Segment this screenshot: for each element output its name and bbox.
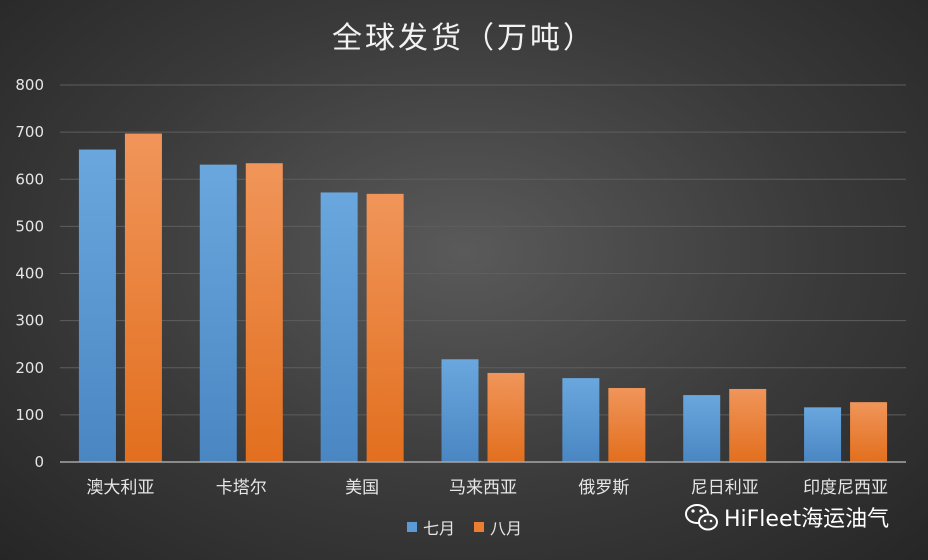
x-category-label: 俄罗斯 <box>578 478 629 498</box>
bar-series-1-4 <box>441 359 479 462</box>
x-category-label: 马来西亚 <box>449 478 517 498</box>
wechat-icon <box>685 504 718 531</box>
gridlines <box>60 84 906 416</box>
bar-series-1-6 <box>683 395 721 462</box>
y-tick-label: 300 <box>15 312 44 330</box>
bar-series-2-6 <box>729 388 767 462</box>
bar-series-1-2 <box>199 164 237 463</box>
y-tick-label: 100 <box>15 406 44 424</box>
bars <box>78 133 888 463</box>
y-tick-label: 500 <box>15 217 44 235</box>
y-tick-label: 700 <box>15 123 44 141</box>
x-axis-categories: 澳大利亚 卡塔尔 美国 马来西亚 俄罗斯 尼日利亚 印度尼西亚 <box>86 478 888 498</box>
watermark: HiFleet海运油气 <box>685 504 889 532</box>
legend-label-series-1: 七月 <box>423 519 455 538</box>
y-axis-ticks: 0 100 200 300 400 500 600 700 800 <box>15 76 44 471</box>
y-tick-label: 200 <box>15 359 44 377</box>
y-tick-label: 600 <box>15 170 44 188</box>
watermark-text: HiFleet海运油气 <box>724 507 889 532</box>
bar-series-1-5 <box>562 378 600 462</box>
y-tick-label: 400 <box>15 265 44 283</box>
legend-swatch-series-1 <box>407 522 417 532</box>
bar-series-2-4 <box>487 372 525 462</box>
legend-label-series-2: 八月 <box>490 519 522 538</box>
bar-series-2-5 <box>608 388 646 462</box>
bar-series-2-7 <box>850 402 888 462</box>
y-tick-label: 800 <box>15 76 44 94</box>
bar-series-1-1 <box>78 149 116 462</box>
bar-series-2-1 <box>124 133 162 462</box>
x-category-label: 尼日利亚 <box>691 478 759 498</box>
bar-series-1-3 <box>320 192 358 462</box>
x-category-label: 澳大利亚 <box>86 478 154 498</box>
bar-series-2-2 <box>245 163 283 463</box>
x-category-label: 印度尼西亚 <box>803 478 888 498</box>
bar-series-2-3 <box>366 193 404 462</box>
bar-series-1-7 <box>804 407 842 462</box>
x-category-label: 卡塔尔 <box>216 478 267 498</box>
legend: 七月 八月 <box>407 519 522 538</box>
x-category-label: 美国 <box>345 478 379 498</box>
legend-swatch-series-2 <box>474 522 484 532</box>
y-tick-label: 0 <box>34 453 44 471</box>
chart-title: 全球发货（万吨） <box>332 21 596 56</box>
